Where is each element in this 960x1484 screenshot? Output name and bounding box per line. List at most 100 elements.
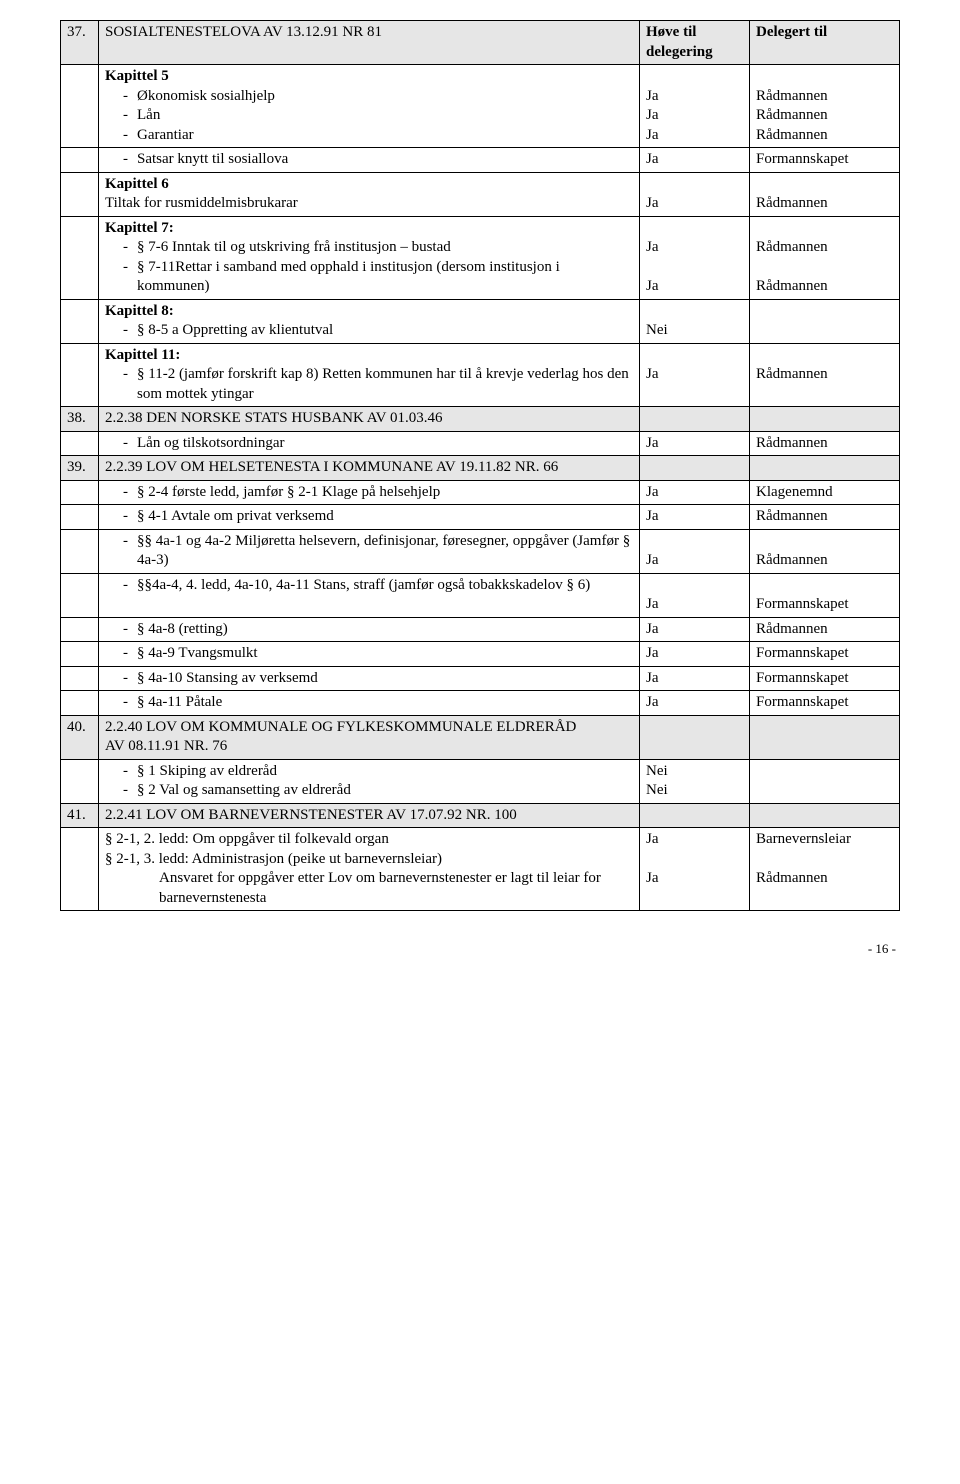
table-cell [640,456,750,481]
table-cell [640,803,750,828]
table-cell: Klagenemnd [750,480,900,505]
bullet-hyphen: - [123,434,137,454]
table-row: Kapittel 5-Økonomisk sosialhjelp-Lån-Gar… [61,65,900,148]
table-cell: Ja [640,505,750,530]
bullet-text: § 4a-9 Tvangsmulkt [137,644,258,664]
table-row: 38.2.2.38 DEN NORSKE STATS HUSBANK AV 01… [61,407,900,432]
cell-line: Rådmannen [756,869,893,889]
table-row: -§ 2-4 første ledd, jamfør § 2-1 Klage p… [61,480,900,505]
bullet-hyphen: - [123,321,137,341]
cell-line: § 2-1, 3. ledd: Administrasjon (peike ut… [105,850,633,870]
cell-line [756,346,893,366]
bullet-hyphen: - [123,126,137,146]
table-cell: -§ 4-1 Avtale om privat verksemd [99,505,640,530]
table-cell: Ja [640,617,750,642]
bullet-hyphen: - [123,483,137,503]
cell-line: Ja [646,551,743,571]
table-row: -§ 1 Skiping av eldreråd-§ 2 Val og sama… [61,759,900,803]
bullet-text: § 7-11Rettar i samband med opphald i ins… [137,258,633,297]
cell-line: Kapittel 6 [105,175,633,195]
cell-line [756,258,893,278]
table-cell: Ja [640,573,750,617]
table-cell: Høve til delegering [640,21,750,65]
bullet-text: § 11-2 (jamfør forskrift kap 8) Retten k… [137,365,633,404]
bullet-hyphen: - [123,669,137,689]
row-number-cell: 38. [61,407,99,432]
cell-line: -Satsar knytt til sosiallova [105,150,633,170]
cell-line: Rådmannen [756,238,893,258]
bullet-text: Garantiar [137,126,194,146]
table-row: Kapittel 6Tiltak for rusmiddelmisbrukara… [61,172,900,216]
cell-line: -Lån og tilskotsordningar [105,434,633,454]
bullet-text: §§ 4a-1 og 4a-2 Miljøretta helsevern, de… [137,532,633,571]
table-cell [750,759,900,803]
table-cell [750,456,900,481]
table-cell: Rådmannen [750,617,900,642]
cell-line: Rådmannen [756,365,893,385]
table-cell: -§ 4a-10 Stansing av verksemd [99,666,640,691]
table-cell: § 2-1, 2. ledd: Om oppgåver til folkeval… [99,828,640,911]
table-cell: Formannskapet [750,573,900,617]
row-number-cell [61,148,99,173]
table-row: § 2-1, 2. ledd: Om oppgåver til folkeval… [61,828,900,911]
cell-line: -§ 7-11Rettar i samband med opphald i in… [105,258,633,297]
bullet-hyphen: - [123,258,137,297]
bullet-hyphen: - [123,576,137,596]
table-row: -§ 4a-9 Tvangsmulkt JaFormannskapet [61,642,900,667]
cell-line: -Garantiar [105,126,633,146]
bullet-text: § 4a-11 Påtale [137,693,222,713]
table-row: 39.2.2.39 LOV OM HELSETENESTA I KOMMUNAN… [61,456,900,481]
cell-line: -§ 4a-11 Påtale [105,693,633,713]
row-number-cell [61,529,99,573]
row-number-cell [61,691,99,716]
cell-line: -Økonomisk sosialhjelp [105,87,633,107]
table-cell: Delegert til [750,21,900,65]
bullet-hyphen: - [123,644,137,664]
cell-line: Rådmannen [756,126,893,146]
table-cell: JaJaJa [640,65,750,148]
cell-line: Ja [646,365,743,385]
table-cell [750,715,900,759]
cell-line [646,302,743,322]
table-cell: -Lån og tilskotsordningar [99,431,640,456]
table-cell: -§ 1 Skiping av eldreråd-§ 2 Val og sama… [99,759,640,803]
table-cell: Rådmannen Rådmannen [750,216,900,299]
bullet-text: Satsar knytt til sosiallova [137,150,288,170]
cell-line: Ja [646,869,743,889]
bullet-hyphen: - [123,507,137,527]
table-cell: Formannskapet [750,642,900,667]
cell-line: Nei [646,321,743,341]
bullet-hyphen: - [123,532,137,571]
table-cell: Ja [640,666,750,691]
cell-line: -§ 4a-9 Tvangsmulkt [105,644,633,664]
table-cell: Ja [640,642,750,667]
table-cell: Kapittel 8:-§ 8-5 a Oppretting av klient… [99,299,640,343]
row-number-cell [61,343,99,407]
cell-line [756,67,893,87]
row-number-cell: 39. [61,456,99,481]
table-cell [750,407,900,432]
bullet-hyphen: - [123,150,137,170]
cell-line: -§ 2-4 første ledd, jamfør § 2-1 Klage p… [105,483,633,503]
cell-line [646,532,743,552]
cell-line [646,346,743,366]
row-number-cell: 37. [61,21,99,65]
table-cell: Kapittel 11:-§ 11-2 (jamfør forskrift ka… [99,343,640,407]
row-number-cell: 40. [61,715,99,759]
table-cell: SOSIALTENESTELOVA AV 13.12.91 NR 81 [99,21,640,65]
bullet-text: § 2-4 første ledd, jamfør § 2-1 Klage på… [137,483,440,503]
table-row: -§ 4a-11 PåtaleJaFormannskapet [61,691,900,716]
cell-line: Ja [646,106,743,126]
bullet-text: § 8-5 a Oppretting av klientutval [137,321,333,341]
bullet-text: Lån og tilskotsordningar [137,434,284,454]
table-cell: Ja [640,343,750,407]
bullet-text: § 4a-8 (retting) [137,620,228,640]
table-cell: 2.2.39 LOV OM HELSETENESTA I KOMMUNANE A… [99,456,640,481]
row-number-cell [61,65,99,148]
row-number-cell [61,480,99,505]
table-cell: Rådmannen [750,431,900,456]
table-row: -§ 4a-8 (retting) JaRådmannen [61,617,900,642]
cell-line: -§ 4a-8 (retting) [105,620,633,640]
bullet-text: Lån [137,106,160,126]
table-cell: Ja [640,480,750,505]
